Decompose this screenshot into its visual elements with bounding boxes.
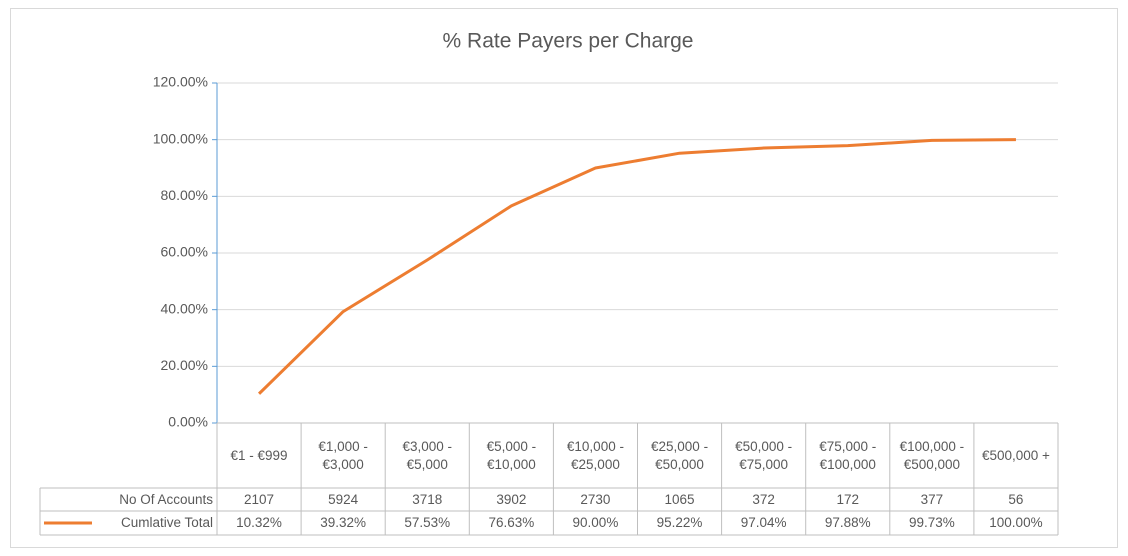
row-label: Cumlative Total bbox=[120, 515, 213, 530]
table-value: 377 bbox=[920, 491, 944, 507]
y-tick-label: 20.00% bbox=[161, 357, 208, 373]
table-value: 56 bbox=[1008, 491, 1024, 507]
row-label: No Of Accounts bbox=[119, 491, 213, 507]
y-tick-label: 0.00% bbox=[168, 414, 208, 430]
category-label: €5,000 - €10,000 bbox=[486, 438, 537, 472]
category-label: €50,000 - €75,000 bbox=[735, 438, 793, 472]
table-value: 100.00% bbox=[989, 515, 1043, 530]
category-label: €25,000 - €50,000 bbox=[651, 438, 709, 472]
chart-title: % Rate Payers per Charge bbox=[443, 30, 694, 53]
y-tick-label: 40.00% bbox=[161, 300, 208, 316]
table-value: 97.04% bbox=[740, 515, 787, 530]
data-line bbox=[258, 138, 1016, 395]
y-tick-label: 60.00% bbox=[161, 244, 208, 260]
category-label: €75,000 - €100,000 bbox=[819, 438, 877, 472]
category-label: €500,000 + bbox=[981, 447, 1050, 463]
category-label: €10,000 - €25,000 bbox=[566, 438, 624, 472]
category-label: €3,000 - €5,000 bbox=[402, 438, 452, 472]
y-tick-label: 100.00% bbox=[153, 130, 208, 146]
table-value: 39.32% bbox=[320, 515, 367, 530]
table-value: 2107 bbox=[244, 491, 275, 507]
table-value: 57.53% bbox=[404, 515, 451, 530]
category-label: €1,000 - €3,000 bbox=[318, 438, 368, 472]
table-value: 2730 bbox=[580, 491, 611, 507]
table-value: 3902 bbox=[496, 491, 527, 507]
table-value: 95.22% bbox=[656, 515, 703, 530]
table-value: 90.00% bbox=[572, 515, 619, 530]
table-value: 3718 bbox=[412, 491, 443, 507]
table-value: 99.73% bbox=[908, 515, 955, 530]
category-label: €1 - €999 bbox=[230, 447, 288, 463]
table-value: 172 bbox=[836, 491, 859, 507]
table-value: 97.88% bbox=[824, 515, 871, 530]
y-tick-label: 120.00% bbox=[153, 74, 208, 90]
table-value: 76.63% bbox=[488, 515, 535, 530]
table-value: 5924 bbox=[328, 491, 359, 507]
table-value: 372 bbox=[752, 491, 775, 507]
table-value: 1065 bbox=[664, 491, 695, 507]
category-label: €100,000 - €500,000 bbox=[899, 438, 965, 472]
chart-border bbox=[10, 8, 1118, 548]
y-tick-label: 80.00% bbox=[161, 187, 208, 203]
table-value: 10.32% bbox=[236, 515, 282, 530]
